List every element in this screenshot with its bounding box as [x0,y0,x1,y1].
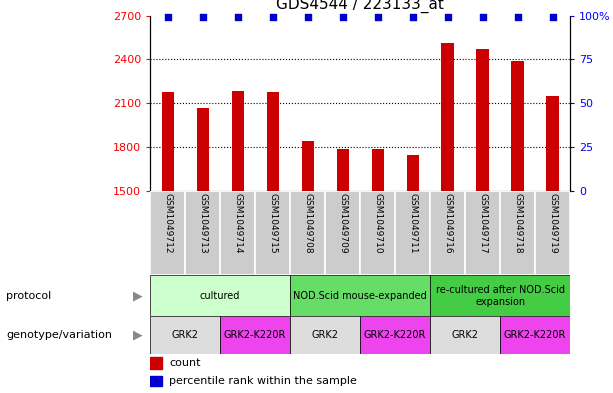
Text: GRK2: GRK2 [172,330,199,340]
Bar [371,149,384,191]
Bar [232,91,244,191]
Text: NOD.Scid mouse-expanded: NOD.Scid mouse-expanded [293,291,427,301]
Bar [395,191,430,275]
Bar [255,191,290,275]
Bar [290,316,360,354]
Point [408,14,417,20]
Bar [430,316,500,354]
Point [338,14,348,20]
Bar [150,357,162,369]
Bar [302,141,314,191]
Bar [360,316,430,354]
Text: GSM1049709: GSM1049709 [338,193,347,254]
Text: GRK2: GRK2 [452,330,479,340]
Bar [430,275,570,316]
Text: ▶: ▶ [133,289,143,302]
Bar [150,275,290,316]
Text: GSM1049715: GSM1049715 [268,193,277,254]
Text: genotype/variation: genotype/variation [6,330,112,340]
Bar [476,49,489,191]
Text: GSM1049714: GSM1049714 [233,193,242,253]
Text: GRK2-K220R: GRK2-K220R [504,330,566,340]
Text: GSM1049708: GSM1049708 [303,193,312,254]
Bar [406,155,419,191]
Point [233,14,243,20]
Point [512,14,522,20]
Bar [197,108,209,191]
Text: GRK2-K220R: GRK2-K220R [364,330,426,340]
Text: GSM1049718: GSM1049718 [513,193,522,254]
Point [163,14,173,20]
Bar [500,316,570,354]
Bar [535,191,570,275]
Text: GSM1049716: GSM1049716 [443,193,452,254]
Text: ▶: ▶ [133,329,143,342]
Bar [500,191,535,275]
Point [303,14,313,20]
Bar [465,191,500,275]
Bar [162,92,174,191]
Bar [290,275,430,316]
Point [373,14,383,20]
Bar [150,191,185,275]
Bar [430,191,465,275]
Text: cultured: cultured [200,291,240,301]
Text: protocol: protocol [6,291,51,301]
Bar [267,92,279,191]
Bar [511,61,524,191]
Bar [441,43,454,191]
Text: percentile rank within the sample: percentile rank within the sample [169,376,357,386]
Text: GSM1049711: GSM1049711 [408,193,417,254]
Point [198,14,208,20]
Text: GSM1049712: GSM1049712 [163,193,172,253]
Bar [220,191,255,275]
Bar [185,191,220,275]
Text: GSM1049713: GSM1049713 [198,193,207,254]
Text: GSM1049719: GSM1049719 [548,193,557,254]
Text: count: count [169,358,200,368]
Bar [546,96,558,191]
Point [547,14,557,20]
Bar [150,376,162,386]
Text: GSM1049710: GSM1049710 [373,193,382,254]
Text: GRK2: GRK2 [311,330,338,340]
Bar [290,191,325,275]
Point [478,14,487,20]
Text: re-cultured after NOD.Scid
expansion: re-cultured after NOD.Scid expansion [436,285,565,307]
Title: GDS4544 / 223133_at: GDS4544 / 223133_at [276,0,444,13]
Bar [360,191,395,275]
Bar [337,149,349,191]
Text: GSM1049717: GSM1049717 [478,193,487,254]
Bar [325,191,360,275]
Point [268,14,278,20]
Text: GRK2-K220R: GRK2-K220R [224,330,286,340]
Bar [150,316,220,354]
Point [443,14,452,20]
Bar [220,316,290,354]
